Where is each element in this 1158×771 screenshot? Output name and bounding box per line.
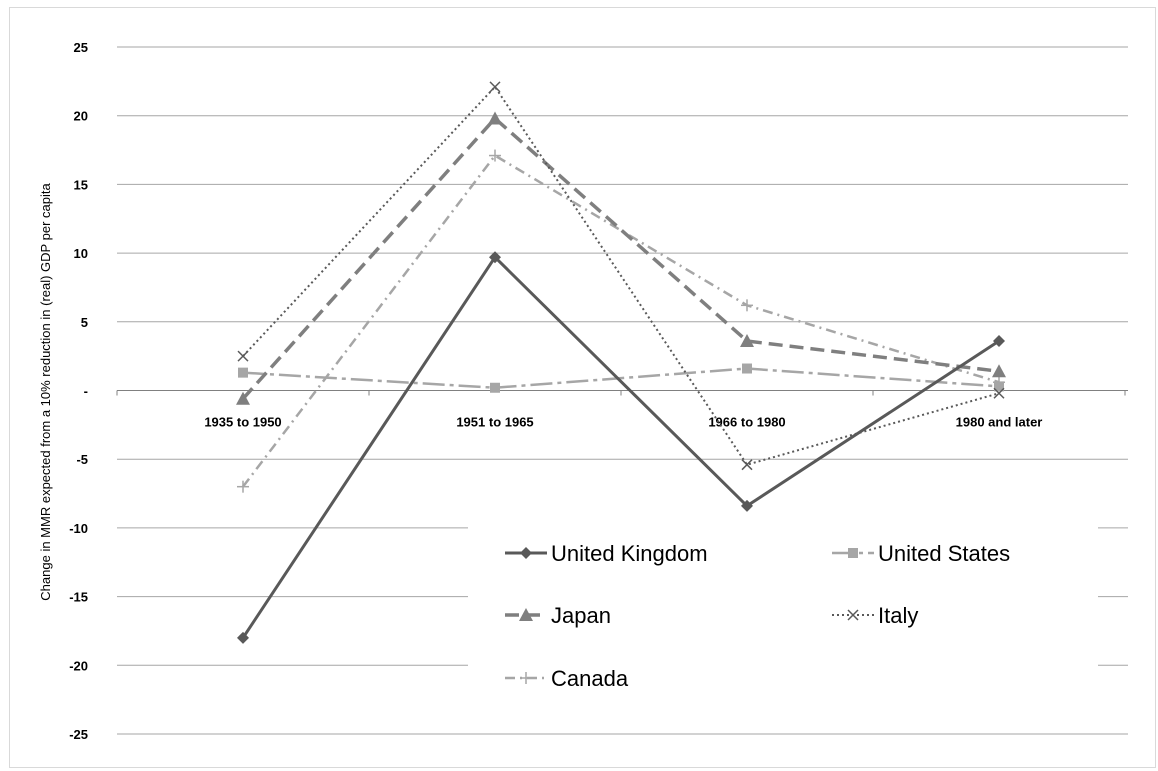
legend-entry: Canada [505,666,629,691]
data-point-stroke [993,387,1005,399]
x-tick-label: 1966 to 1980 [708,415,785,430]
x-tick-label: 1935 to 1950 [204,415,281,430]
data-point [741,499,753,512]
y-tick-label: -20 [69,658,88,673]
data-point-stroke [847,609,859,621]
series-lines [236,81,1006,644]
y-tick-label: 5 [81,315,88,330]
y-tick-label: -25 [69,727,88,742]
x-tick-label: 1980 and later [956,415,1043,430]
legend-label: United States [878,541,1010,566]
data-point [848,548,858,558]
data-point [489,149,501,162]
data-point [992,364,1006,378]
data-point [741,299,753,312]
series-japan [236,111,1006,405]
series-united-states [238,363,1004,393]
data-point [520,547,532,559]
series-italy [237,81,1005,471]
data-point [237,350,249,362]
data-point [236,391,250,405]
data-point [488,111,502,125]
y-tick-label: -5 [76,452,88,467]
data-point [993,387,1005,399]
y-axis-label: Change in MMR expected from a 10% reduct… [38,183,53,601]
data-point [742,363,752,374]
data-point-stroke [237,350,249,362]
data-point [520,672,532,684]
series-line [242,85,1000,466]
y-tick-label: -10 [69,521,88,536]
series-line [241,116,1000,400]
data-point [237,631,249,644]
y-tick-label: - [84,384,88,399]
data-point-stroke [741,459,753,471]
series-line [241,255,1000,639]
legend-label: Italy [878,603,918,628]
legend-entry: United States [832,541,1010,566]
data-point [489,81,501,93]
data-point [847,609,859,621]
series-united-kingdom [237,251,1005,644]
data-point [489,251,501,264]
legend-label: United Kingdom [551,541,708,566]
y-axis-ticks: 25 20 15 10 5 - -5 -10 -15 -20 -25 [69,40,88,742]
data-point [490,382,500,393]
y-tick-label: 15 [74,177,88,192]
x-axis: 1935 to 1950 1951 to 1965 1966 to 1980 1980… [116,390,1128,430]
data-point [993,376,1005,389]
legend-entry: Italy [832,603,918,628]
y-tick-label: 20 [74,109,88,124]
legend: United Kingdom United States Japan Italy Can… [468,524,1098,714]
data-point [741,459,753,471]
legend-box [468,524,1098,714]
y-tick-label: -15 [69,590,88,605]
data-point [237,480,249,493]
legend-entry: United Kingdom [505,541,708,566]
series-line [242,154,1000,488]
series-canada [237,149,1005,493]
legend-label: Japan [551,603,611,628]
data-point [238,367,248,378]
data-point [993,335,1005,348]
series-line [242,367,1000,390]
legend-label: Canada [551,666,629,691]
legend-entry: Japan [505,603,611,628]
data-point [519,608,533,621]
y-tick-label: 10 [74,246,88,261]
y-tick-label: 25 [74,40,88,55]
x-tick-label: 1951 to 1965 [456,415,533,430]
data-point [740,334,754,348]
data-point-stroke [489,81,501,93]
